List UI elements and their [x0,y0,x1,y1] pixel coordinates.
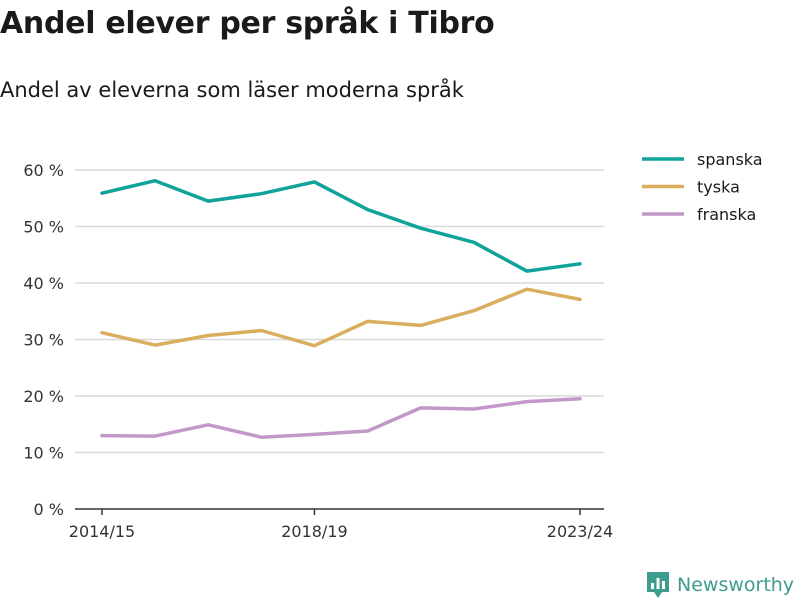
y-tick-label: 60 % [23,161,64,180]
grid-lines [75,169,604,454]
chart-subtitle: Andel av eleverna som läser moderna språ… [0,78,464,102]
series-line-franska [100,397,582,439]
y-axis: 0 % 10 % 20 % 30 % 40 % 50 % 60 % [23,161,64,519]
y-tick-label: 20 % [23,387,64,406]
x-tick-label: 2014/15 [69,522,135,541]
x-axis: 2014/15 2018/19 2023/24 [69,508,613,541]
legend-label: spanska [697,150,763,169]
x-tick-label: 2023/24 [547,522,613,541]
x-tick-label: 2018/19 [281,522,347,541]
newsworthy-wordmark: Newsworthy [677,574,795,596]
legend-label: franska [697,205,756,224]
legend-label: tyska [697,178,740,197]
series-line-tyska [100,287,582,348]
y-tick-label: 10 % [23,444,64,463]
newsworthy-logo-icon [647,572,669,598]
legend-item-franska[interactable]: franska [642,205,756,224]
series-lines [100,178,582,439]
legend-item-spanska[interactable]: spanska [642,150,763,169]
newsworthy-logo: Newsworthy [645,570,794,600]
series-line-spanska [100,178,582,273]
legend[interactable]: spanska tyska franska [642,150,763,224]
y-tick-label: 50 % [23,218,64,237]
y-tick-label: 0 % [34,500,64,519]
legend-item-tyska[interactable]: tyska [642,178,740,197]
y-tick-label: 30 % [23,331,64,350]
chart-title: Andel elever per språk i Tibro [0,6,495,41]
y-tick-label: 40 % [23,274,64,293]
